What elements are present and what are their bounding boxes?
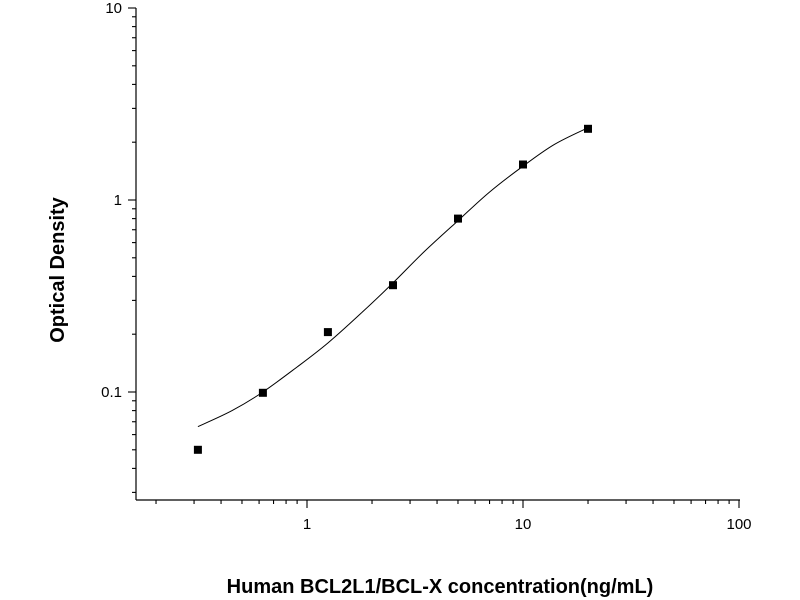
data-point (454, 214, 462, 223)
x-axis-ticks (155, 500, 740, 508)
x-tick-label: 10 (515, 516, 532, 533)
x-tick-label: 100 (726, 516, 751, 533)
data-point (389, 281, 397, 290)
y-axis-tick-labels: 0.1 1 10 (101, 0, 122, 401)
data-point (519, 160, 527, 169)
data-point (193, 445, 202, 454)
data-point (323, 328, 332, 337)
y-tick-label: 0.1 (101, 384, 122, 401)
data-points (193, 124, 592, 454)
y-tick-label: 1 (114, 192, 122, 209)
x-axis-tick-labels: 1 10 100 (303, 516, 752, 533)
fit-curve (197, 127, 589, 428)
data-point (584, 124, 592, 133)
plot-frame (135, 8, 740, 501)
data-point (258, 388, 267, 397)
y-axis-title: Optical Density (47, 196, 69, 342)
x-tick-label: 1 (303, 516, 311, 533)
y-tick-label: 10 (105, 0, 122, 17)
x-axis-title: Human BCL2L1/BCL-X concentration(ng/mL) (227, 576, 654, 598)
y-axis-ticks (128, 7, 136, 493)
